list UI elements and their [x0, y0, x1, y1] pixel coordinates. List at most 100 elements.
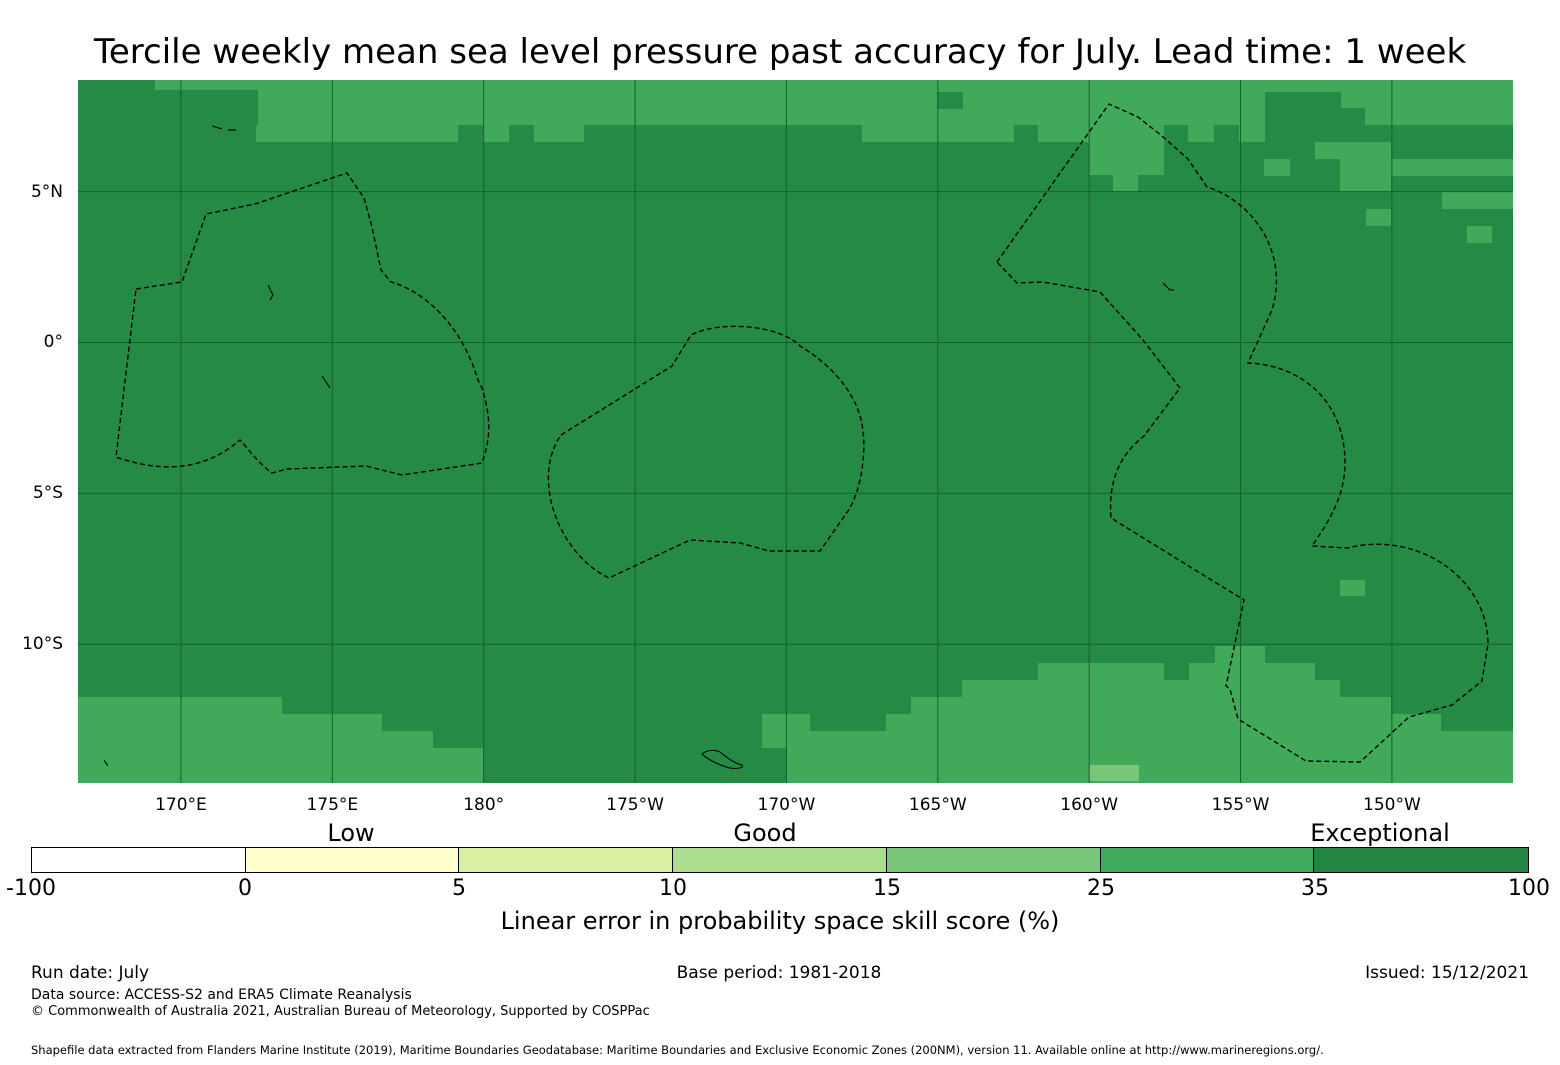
island-samoa: [701, 749, 744, 770]
skill-region-35-100: [1265, 92, 1341, 125]
colorbar-segment: [1314, 848, 1528, 872]
category-good: Good: [733, 819, 797, 847]
skill-region-25-35: [1315, 142, 1391, 159]
colorbar-tick-label: 25: [1087, 876, 1115, 901]
colorbar-tick-label: 0: [238, 876, 252, 901]
colorbar-segment: [32, 848, 246, 872]
category-low: Low: [327, 819, 375, 847]
skill-region-25-35: [1113, 175, 1138, 192]
skill-region-25-35: [1038, 663, 1164, 783]
y-tick-label: 5°S: [32, 483, 63, 504]
skill-region-25-35: [78, 697, 282, 783]
skill-region-25-35: [810, 731, 886, 783]
skill-region-25-35: [1366, 209, 1391, 226]
island-small: [267, 284, 274, 301]
eez-boundary-tuvalu-kiribati-west: [115, 172, 490, 476]
skill-region-25-35: [1391, 159, 1513, 176]
y-tick-label: 5°N: [30, 181, 63, 202]
colorbar-segment: [886, 848, 1101, 872]
base-period: Base period: 1981-2018: [676, 963, 882, 983]
skill-region-35-100: [1340, 108, 1365, 125]
skill-region-25-35: [1164, 680, 1189, 783]
skill-region-25-35: [1340, 697, 1391, 783]
shapefile-credit: Shapefile data extracted from Flanders M…: [31, 1043, 1324, 1057]
skill-region-25-35: [1441, 731, 1513, 783]
x-tick-label: 175°E: [306, 795, 359, 815]
skill-region-25-35: [911, 697, 962, 783]
skill-region-35-100: [1265, 125, 1315, 142]
category-exceptional: Exceptional: [1310, 819, 1450, 847]
skill-region-35-100: [206, 92, 232, 109]
issued-date: Issued: 15/12/2021: [1365, 963, 1529, 983]
x-tick-label: 155°W: [1211, 795, 1270, 815]
x-tick-label: 170°W: [757, 795, 816, 815]
x-tick-label: 170°E: [155, 795, 207, 815]
skill-region-25-35: [787, 748, 810, 783]
skill-region-25-35: [1467, 226, 1492, 243]
island-small: [321, 375, 331, 389]
skill-region-35-100: [1391, 125, 1416, 142]
data-source: Data source: ACCESS-S2 and ERA5 Climate …: [31, 987, 412, 1003]
skill-map: [78, 80, 1513, 783]
colorbar-tick-label: 5: [452, 876, 466, 901]
island-small: [1162, 282, 1174, 291]
eez-boundaries: [115, 103, 1489, 763]
colorbar-segment: [673, 848, 887, 872]
x-tick-label: 175°W: [606, 795, 664, 815]
skill-region-25-35: [886, 714, 911, 783]
colorbar-segment: [459, 848, 674, 872]
colorbar-tick-label: 35: [1301, 876, 1329, 901]
skill-region-25-35: [1340, 580, 1365, 596]
skill-region-25-35: [1315, 680, 1340, 783]
skill-region-25-35: [1264, 159, 1290, 176]
colorbar-tick-label: 15: [873, 876, 901, 901]
x-tick-label: 180°: [463, 795, 505, 815]
skill-region-25-35: [1391, 714, 1441, 783]
skill-region-25-35: [1038, 125, 1164, 142]
skill-region-25-35: [1442, 192, 1513, 209]
skill-region-25-35: [155, 80, 255, 90]
skill-region-35-100: [1214, 125, 1239, 142]
colorbar-tick-label: -100: [6, 876, 56, 901]
eez-boundary-kiribati-east: [996, 103, 1489, 763]
colorbar-tick-label: 100: [1508, 876, 1550, 901]
skill-region-25-35: [433, 748, 483, 783]
skill-region-25-35: [1340, 159, 1391, 192]
run-date: Run date: July: [31, 963, 150, 983]
skill-region-25-35: [1239, 125, 1265, 142]
x-tick-label: 160°W: [1060, 795, 1119, 815]
y-tick-label: 0°: [43, 332, 63, 353]
skill-region-35-100: [937, 92, 963, 109]
island-small: [103, 759, 109, 767]
island-small: [211, 125, 223, 130]
skill-region-35-100: [1391, 142, 1467, 159]
skill-region-35-100: [1290, 159, 1315, 176]
map-title: Tercile weekly mean sea level pressure p…: [93, 32, 1467, 72]
colorbar-segment: [1100, 848, 1315, 872]
skill-region-25-35: [534, 125, 584, 142]
skill-region-35-100: [1164, 125, 1188, 142]
skill-region-25-35: [1215, 646, 1265, 783]
x-tick-label: 150°W: [1363, 795, 1421, 815]
colorbar-tick-label: 10: [659, 876, 687, 901]
island-outlines: [103, 125, 1174, 770]
skill-region-25-35: [962, 680, 1038, 783]
y-tick-label: 10°S: [22, 634, 63, 655]
skill-region-25-35: [1189, 663, 1215, 783]
copyright: © Commonwealth of Australia 2021, Austra…: [31, 1004, 650, 1019]
skill-region-25-35: [1089, 142, 1164, 175]
skill-region-15-25: [1089, 765, 1139, 781]
skill-region-25-35: [382, 731, 433, 783]
skill-region-25-35: [483, 125, 509, 142]
colorbar-label: Linear error in probability space skill …: [500, 907, 1060, 935]
x-tick-label: 165°W: [908, 795, 967, 815]
colorbar: [31, 847, 1529, 873]
eez-boundary-tokelau-samoa: [547, 325, 865, 579]
skill-cells: [78, 80, 1513, 783]
skill-region-25-35: [256, 125, 458, 142]
colorbar-segment: [245, 848, 460, 872]
skill-region-25-35: [232, 80, 258, 90]
skill-region-35-100: [1391, 176, 1442, 192]
skill-region-25-35: [1188, 125, 1214, 142]
skill-region-25-35: [1265, 663, 1315, 783]
